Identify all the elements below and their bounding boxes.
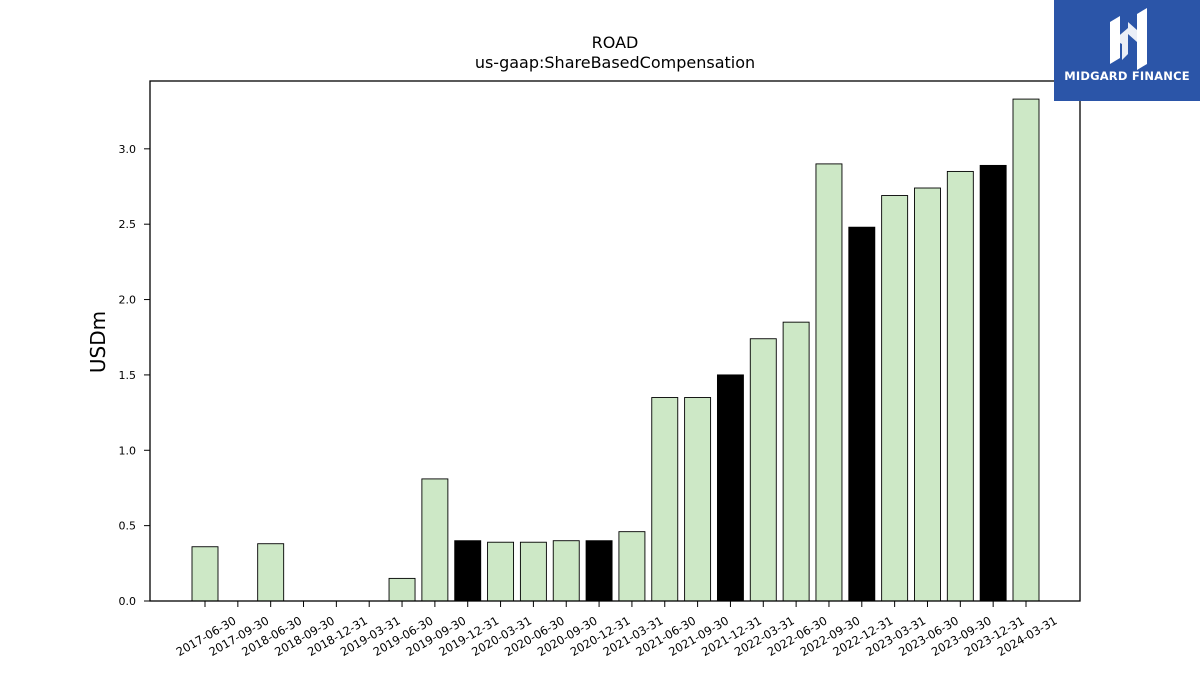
bar-2023-03-31 — [881, 195, 909, 602]
bar-2020-03-31 — [487, 541, 515, 602]
y-tick-label: 3.0 — [119, 143, 137, 156]
bar-2019-06-30 — [388, 577, 416, 602]
bars-group — [191, 98, 1040, 602]
chart-subtitle: us-gaap:ShareBasedCompensation — [475, 53, 755, 72]
bar-2023-09-30 — [946, 170, 974, 602]
bar-2023-06-30 — [914, 187, 941, 602]
bar-2018-06-30 — [257, 543, 285, 602]
y-tick-label: 1.5 — [119, 369, 137, 382]
bar-2023-12-31 — [979, 164, 1007, 602]
bar-2020-12-31 — [585, 540, 613, 602]
bar-2022-09-30 — [815, 163, 843, 602]
plot-frame — [149, 80, 1081, 602]
y-tick-label: 0.5 — [119, 520, 137, 533]
y-axis: 0.0 0.5 1.0 1.5 2.0 2.5 3.0 — [119, 143, 150, 608]
bar-2020-09-30 — [552, 540, 580, 602]
y-tick-label: 0.0 — [119, 595, 137, 608]
bar-2021-12-31 — [716, 374, 744, 602]
bar-2019-09-30 — [421, 478, 449, 602]
bar-2021-09-30 — [684, 397, 712, 602]
bar-2020-06-30 — [519, 541, 547, 602]
y-tick-label: 1.0 — [119, 444, 137, 457]
y-tick-label: 2.5 — [119, 218, 137, 231]
bar-2024-03-31 — [1012, 98, 1040, 602]
midgard-finance-logo: MIDGARD FINANCE — [1054, 0, 1200, 101]
bar-2022-06-30 — [782, 321, 810, 602]
bar-2017-06-30 — [191, 546, 219, 602]
bar-2021-03-31 — [618, 531, 646, 602]
x-axis: 2017-06-302017-09-302018-06-302018-09-30… — [174, 601, 1060, 659]
bar-2019-12-31 — [454, 540, 482, 602]
logo-text: MIDGARD FINANCE — [1064, 69, 1190, 83]
midgard-logo-mark-icon — [1110, 8, 1147, 70]
chart-title: ROAD — [592, 33, 639, 52]
y-axis-label: USDm — [86, 311, 110, 373]
bar-2022-12-31 — [848, 226, 876, 602]
bar-2021-06-30 — [651, 397, 679, 602]
bar-2022-03-31 — [749, 338, 777, 602]
y-tick-label: 2.0 — [119, 294, 137, 307]
